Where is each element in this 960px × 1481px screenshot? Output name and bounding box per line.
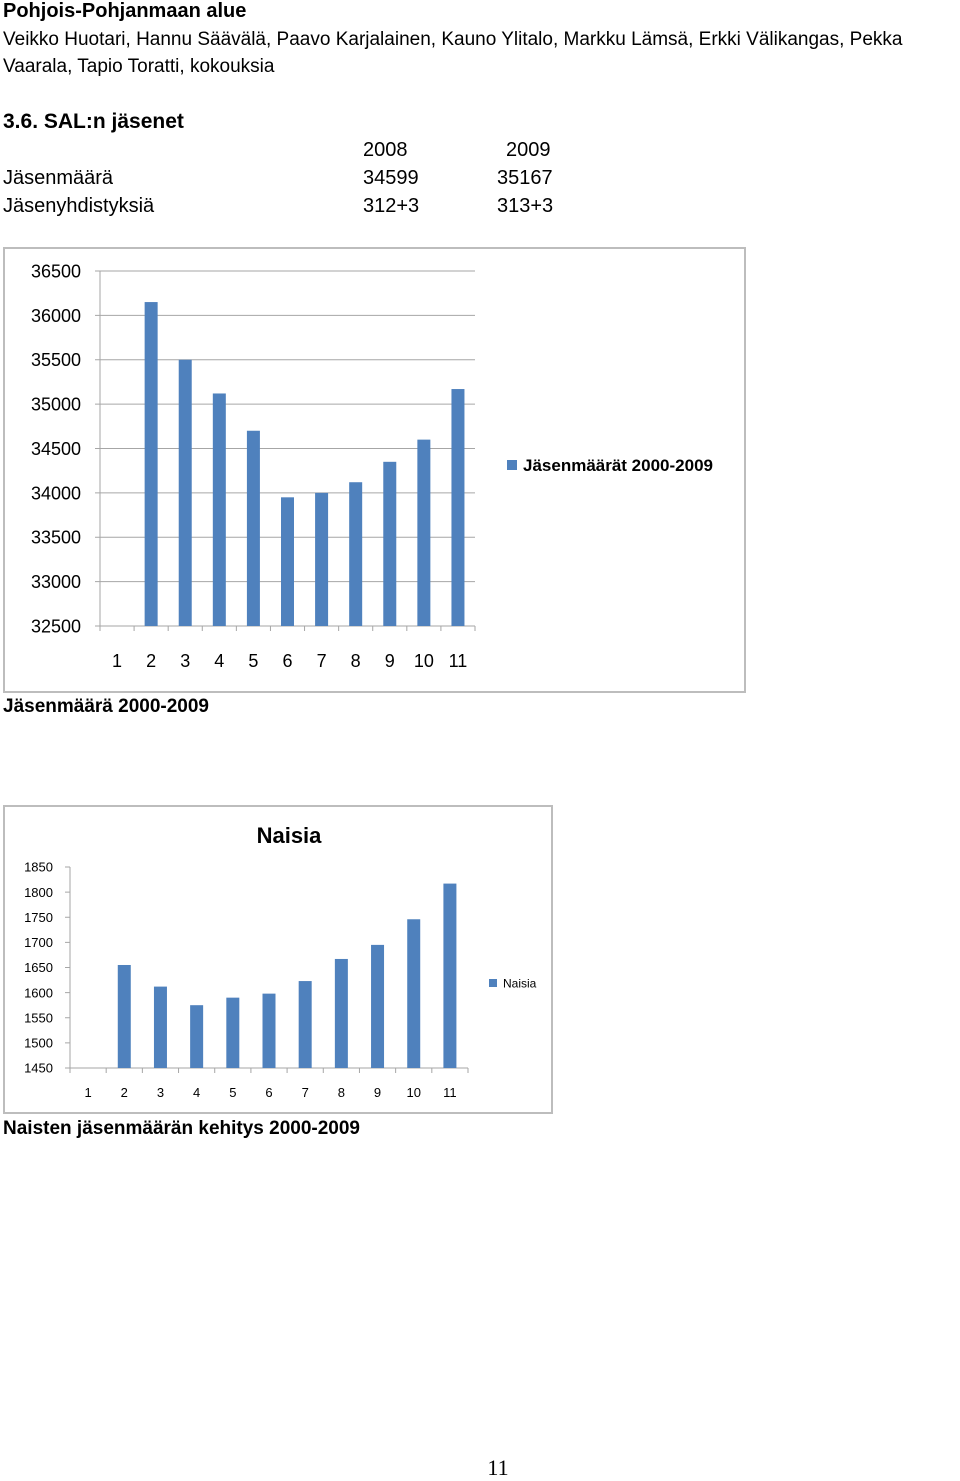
x-tick-label: 10 [406,1085,420,1100]
x-tick-label: 9 [385,651,395,671]
bar [371,944,385,1068]
x-tick-label: 1 [112,651,122,671]
x-tick-label: 11 [443,1085,457,1100]
bar [190,1005,204,1068]
bar [226,997,240,1068]
bar [417,439,431,626]
legend-label: Jäsenmäärät 2000-2009 [523,456,713,475]
x-tick-label: 8 [351,651,361,671]
bar [117,964,131,1068]
bar [246,430,260,626]
y-tick-label: 1700 [24,935,53,950]
bar [144,302,158,626]
bar [315,492,329,626]
y-tick-label: 33500 [31,528,81,548]
participants-text: Veikko Huotari, Hannu Säävälä, Paavo Kar… [3,29,903,77]
table-row-label: Jäsenmäärä [3,167,114,189]
bar [153,986,167,1068]
y-tick-label: 32500 [31,616,81,636]
table-cell: 35167 [497,167,553,189]
women-chart: Naisia 1450 1500 1550 1600 1650 1700 1750 1800 18… [3,805,553,1114]
legend-label: Naisia [503,976,537,990]
table-row-label: Jäsenyhdistyksiä [3,195,155,217]
x-tick-label: 7 [317,651,327,671]
bar [178,359,192,626]
bar [262,993,276,1068]
y-tick-label: 1850 [24,860,53,875]
y-tick-label: 1600 [24,985,53,1000]
page-number: 11 [487,1455,509,1480]
bar [281,497,294,626]
region-title: Pohjois-Pohjanmaan alue [3,0,247,22]
bar [383,461,397,626]
y-tick-label: 35000 [31,395,81,415]
table-header-2008: 2008 [363,139,408,161]
y-tick-label: 34500 [31,439,81,459]
x-tick-label: 9 [374,1085,381,1100]
y-tick-label: 33000 [31,572,81,592]
x-tick-label: 1 [84,1085,91,1100]
bar [407,919,421,1068]
x-tick-label: 4 [214,651,224,671]
legend-swatch [507,460,517,470]
table-header-2009: 2009 [506,139,551,161]
x-tick-label: 3 [157,1085,164,1100]
x-tick-label: 5 [229,1085,236,1100]
bar [212,393,226,626]
table-cell: 312+3 [363,195,420,217]
x-tick-label: 2 [146,651,156,671]
section-heading: 3.6. SAL:n jäsenet [3,110,184,133]
y-tick-label: 1450 [24,1061,53,1076]
x-tick-label: 4 [193,1085,200,1100]
table-cell: 313+3 [497,195,554,217]
y-tick-label: 1800 [24,885,53,900]
x-tick-label: 2 [121,1085,128,1100]
bar [443,883,457,1068]
y-tick-label: 34000 [31,483,81,503]
x-tick-label: 8 [338,1085,345,1100]
members-chart-caption: Jäsenmäärä 2000-2009 [3,696,210,717]
x-tick-label: 10 [414,651,434,671]
chart-title: Naisia [257,823,323,848]
legend-swatch [489,979,497,987]
y-tick-label: 36500 [31,261,81,281]
x-tick-label: 11 [449,651,468,671]
x-tick-label: 5 [248,651,258,671]
x-tick-label: 3 [180,651,190,671]
y-tick-label: 36000 [31,306,81,326]
y-tick-label: 35500 [31,350,81,370]
x-tick-label: 6 [282,651,292,671]
women-chart-svg: Naisia1450150015501600165017001750180018… [24,823,537,1100]
y-tick-label: 1750 [24,910,53,925]
bar [349,482,363,626]
bar [298,981,312,1068]
x-tick-label: 7 [302,1085,309,1100]
members-chart-svg: 32500 33000 33500 34000 34500 35000 35500 36000… [31,261,713,671]
members-chart: 32500 33000 33500 34000 34500 35000 35500 36000… [3,247,746,693]
bar [334,958,348,1068]
y-tick-label: 1500 [24,1036,53,1051]
y-tick-label: 1650 [24,960,53,975]
y-tick-label: 1550 [24,1010,53,1025]
table-cell: 34599 [363,167,419,189]
x-tick-label: 6 [265,1085,272,1100]
women-chart-caption: Naisten jäsenmäärän kehitys 2000-2009 [3,1118,360,1139]
bar [451,389,465,626]
